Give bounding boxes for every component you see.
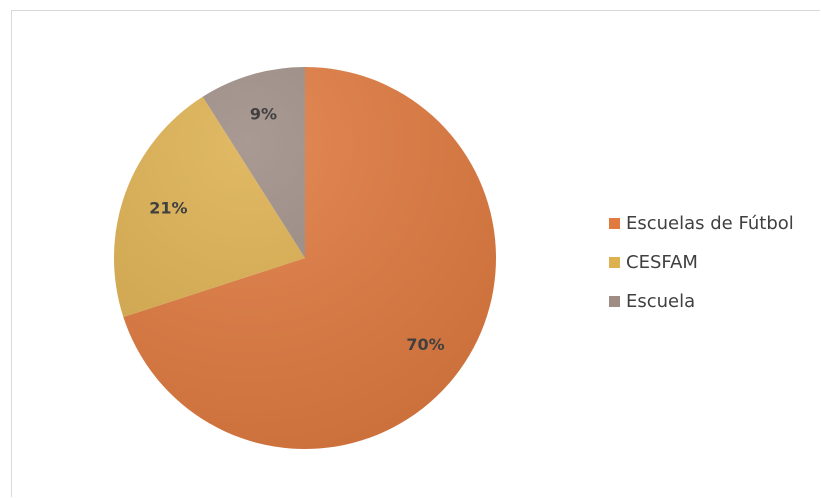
legend-label: Escuelas de Fútbol bbox=[626, 213, 794, 234]
legend-swatch bbox=[609, 296, 620, 307]
legend-swatch bbox=[609, 257, 620, 268]
legend: Escuelas de Fútbol CESFAM Escuela bbox=[609, 204, 794, 321]
legend-label: Escuela bbox=[626, 291, 696, 312]
legend-item-cesfam: CESFAM bbox=[609, 243, 794, 282]
legend-swatch bbox=[609, 218, 620, 229]
data-label-3: 9% bbox=[250, 104, 277, 123]
legend-item-escuelas-de-futbol: Escuelas de Fútbol bbox=[609, 204, 794, 243]
legend-item-escuela: Escuela bbox=[609, 282, 794, 321]
legend-label: CESFAM bbox=[626, 252, 698, 273]
data-label-1: 70% bbox=[406, 335, 444, 354]
data-label-2: 21% bbox=[149, 198, 187, 217]
